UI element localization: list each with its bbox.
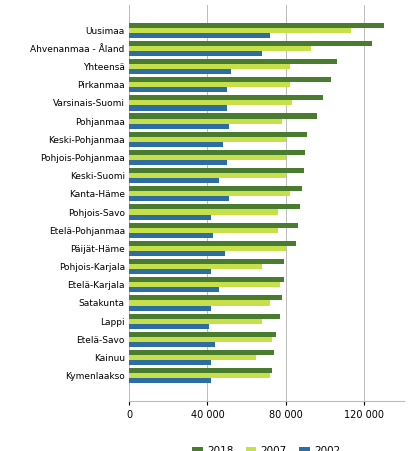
Bar (129, 223, 297, 228)
Bar (129, 360, 211, 365)
Bar (129, 350, 274, 355)
Bar (129, 155, 286, 160)
Bar (129, 196, 229, 202)
Bar (129, 251, 225, 256)
Bar (129, 210, 278, 215)
Bar (129, 59, 337, 64)
Bar (129, 160, 227, 165)
Bar (129, 87, 227, 92)
Bar (129, 114, 317, 119)
Bar (129, 313, 280, 318)
Bar (129, 259, 284, 264)
Bar (129, 64, 290, 69)
Bar (129, 204, 300, 210)
Bar (129, 378, 211, 383)
Bar (129, 215, 211, 220)
Bar (129, 106, 227, 110)
Bar (129, 137, 286, 142)
Bar (129, 337, 272, 342)
Bar (129, 246, 286, 251)
Bar (129, 241, 296, 246)
Bar (129, 51, 262, 56)
Bar (129, 41, 372, 46)
Bar (129, 186, 302, 191)
Bar (129, 82, 290, 87)
Bar (129, 228, 278, 233)
Bar (129, 373, 270, 378)
Bar (129, 342, 215, 347)
Bar (129, 368, 272, 373)
Bar (129, 124, 229, 129)
Bar (129, 142, 223, 147)
Legend: 2018, 2007, 2002: 2018, 2007, 2002 (188, 442, 344, 451)
Bar (129, 132, 307, 137)
Bar (129, 33, 270, 38)
Bar (129, 28, 351, 33)
Bar (129, 191, 290, 196)
Bar (129, 264, 262, 269)
Bar (129, 77, 331, 82)
Bar (129, 95, 323, 101)
Bar (129, 46, 311, 51)
Bar (129, 318, 262, 324)
Bar (129, 233, 213, 238)
Bar (129, 305, 211, 311)
Bar (129, 150, 305, 155)
Bar (129, 324, 209, 329)
Bar (129, 331, 276, 337)
Bar (129, 295, 282, 300)
Bar (129, 282, 280, 287)
Bar (129, 300, 270, 305)
Bar (129, 173, 286, 178)
Bar (129, 168, 304, 173)
Bar (129, 277, 284, 282)
Bar (129, 287, 219, 292)
Bar (129, 101, 292, 106)
Bar (129, 69, 231, 74)
Bar (129, 355, 256, 360)
Bar (129, 269, 211, 274)
Bar (129, 178, 219, 183)
Bar (129, 23, 384, 28)
Bar (129, 119, 282, 124)
